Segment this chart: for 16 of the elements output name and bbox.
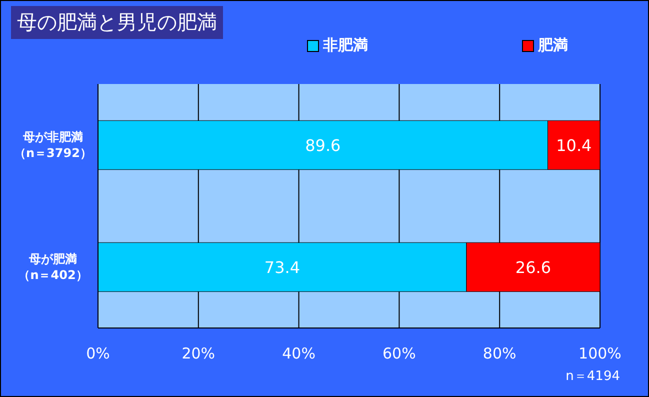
y-tick-label: 母が肥満（n＝402） (18, 252, 88, 282)
legend-label: 肥満 (536, 36, 568, 55)
x-tick-label: 40% (282, 344, 316, 363)
x-tick-label: 80% (482, 344, 516, 363)
x-tick-label: 20% (182, 344, 216, 363)
y-tick-label: 母が非肥満（n＝3792） (14, 130, 92, 160)
data-label: 73.4 (264, 258, 300, 277)
chart-title: 母の肥満と男児の肥満 (11, 6, 223, 39)
x-tick-label: 100% (578, 344, 622, 363)
x-tick-label: 0% (86, 344, 110, 363)
legend-label: 非肥満 (322, 36, 368, 55)
data-label: 10.4 (556, 136, 592, 155)
data-label: 26.6 (515, 258, 552, 277)
data-label: 89.6 (305, 136, 341, 155)
text: n＝4194 (566, 368, 620, 385)
x-tick-label: 60% (382, 344, 416, 363)
